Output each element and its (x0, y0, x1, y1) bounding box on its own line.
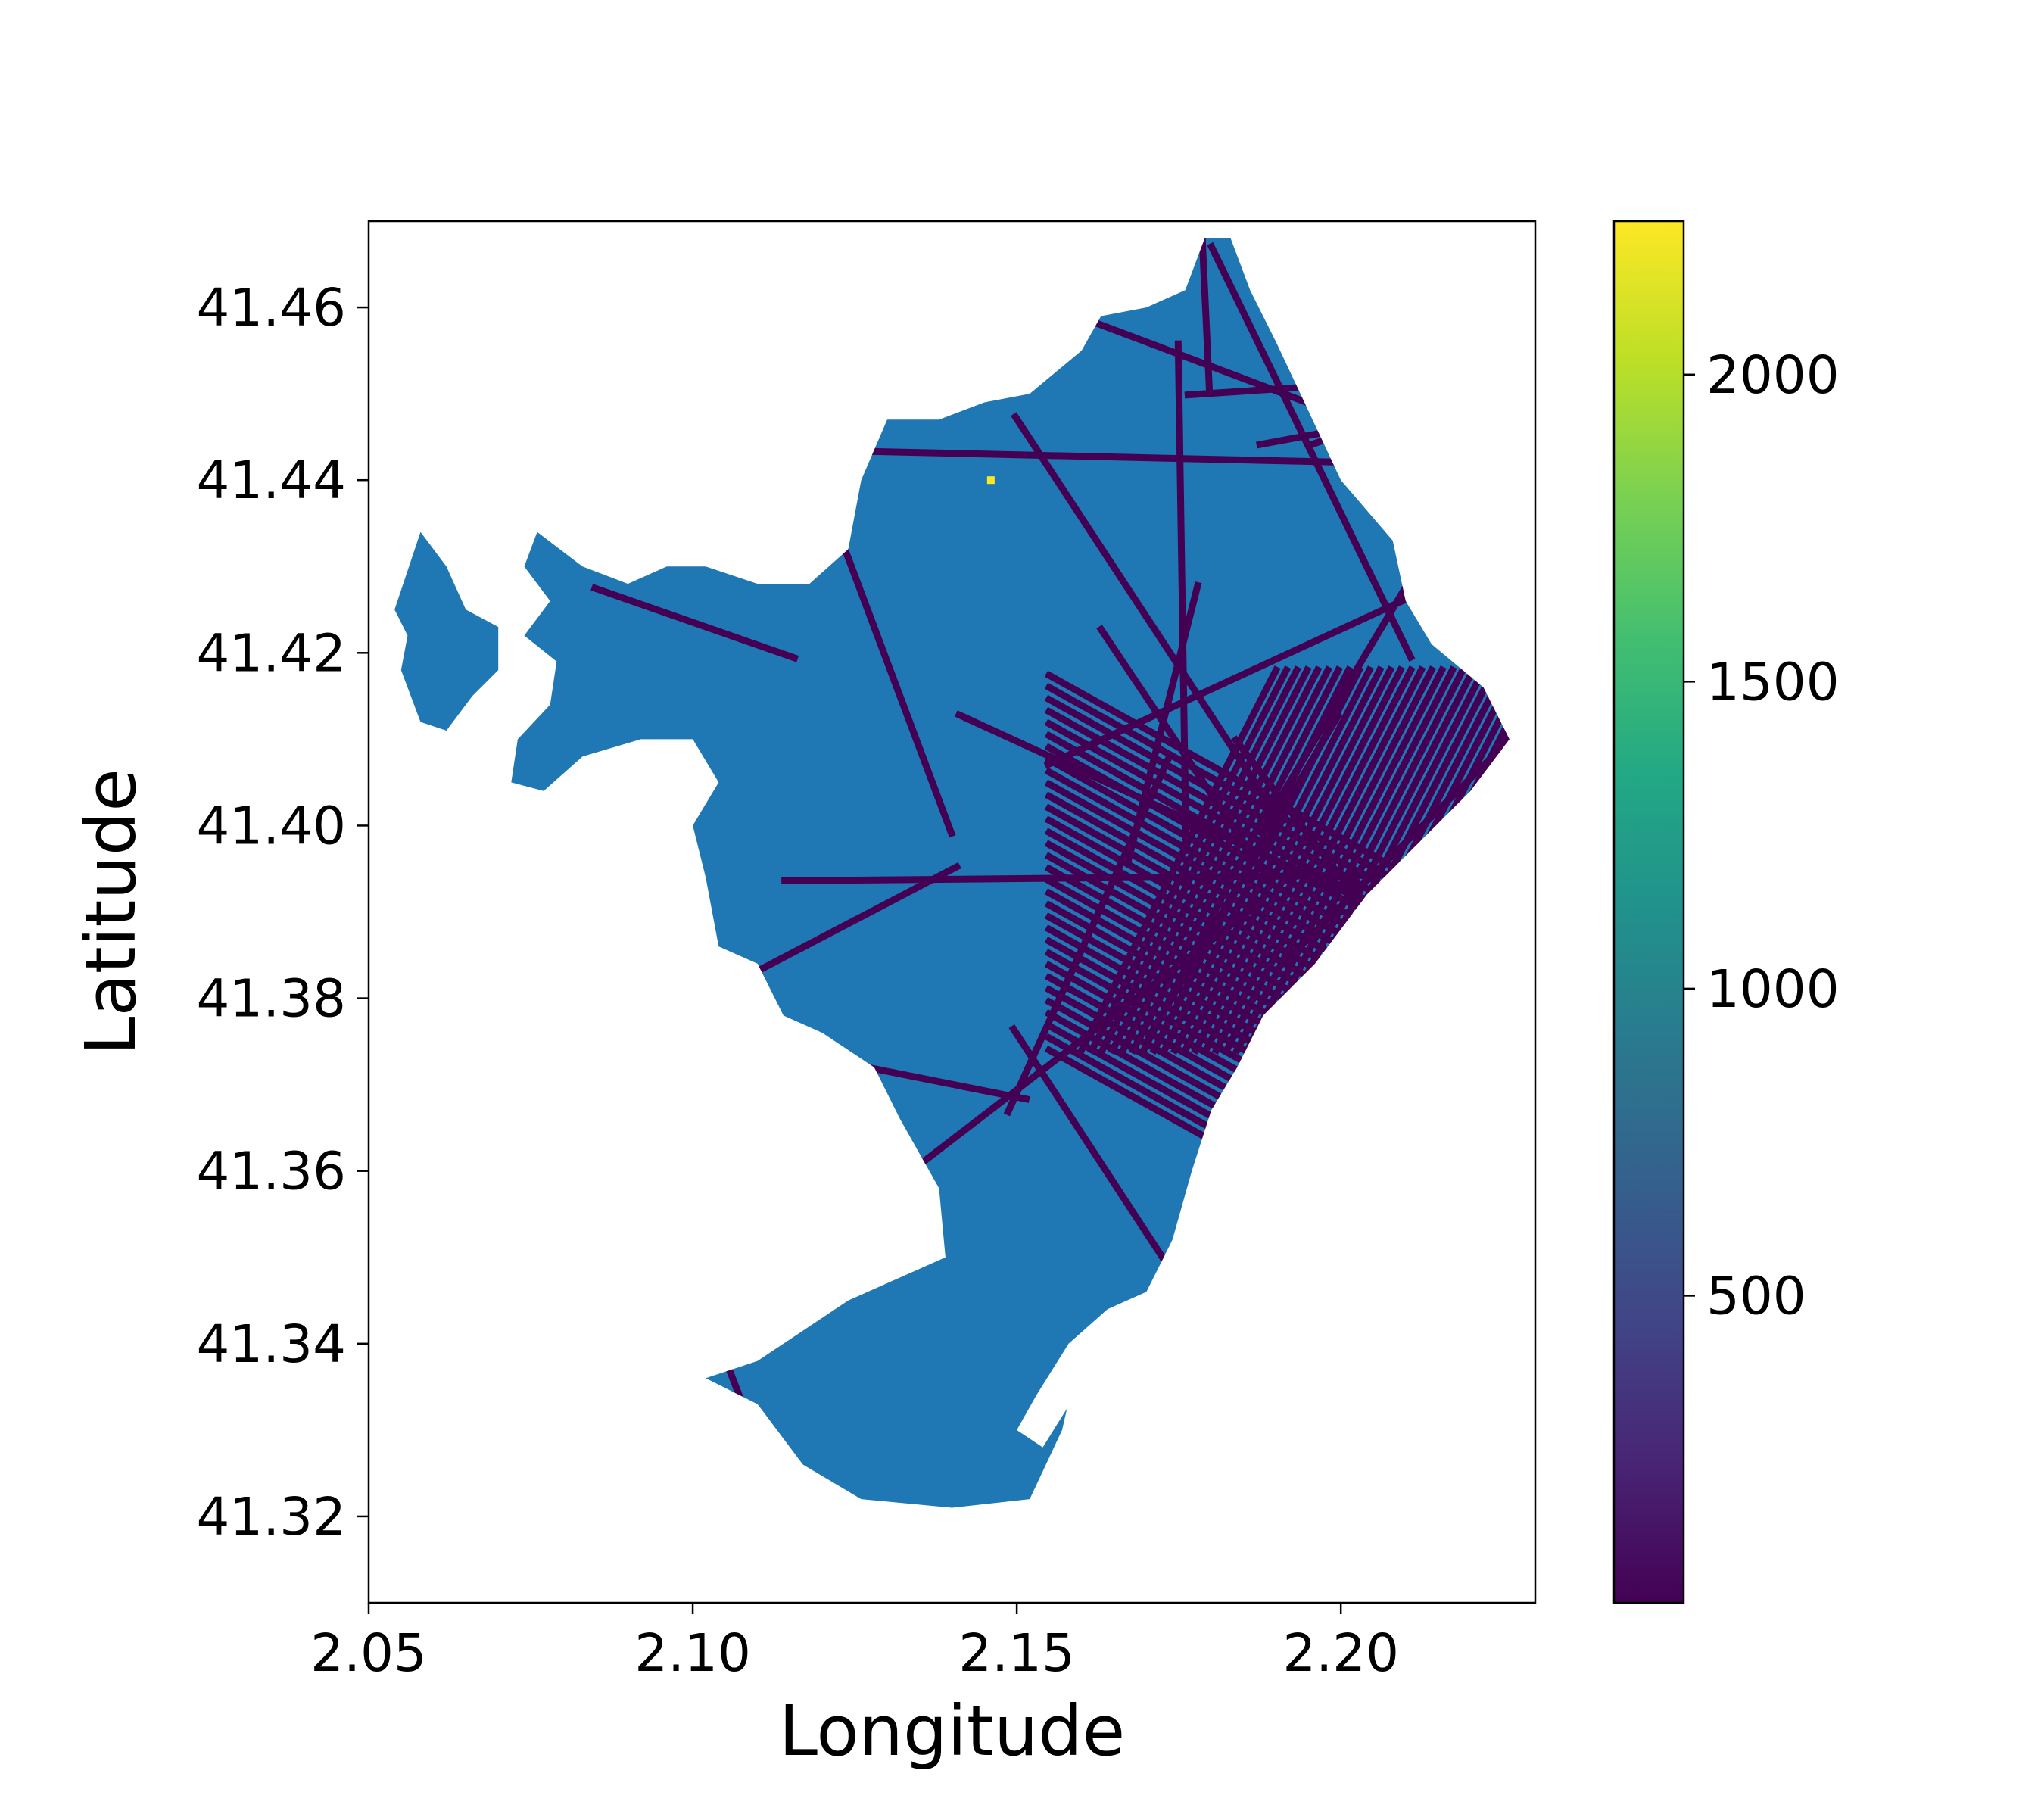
y-tick-label: 41.36 (196, 1142, 346, 1202)
region-west-patch (394, 531, 499, 731)
street-segment (732, 238, 843, 347)
street-segment (640, 1144, 756, 1433)
street-segment (1207, 242, 1416, 662)
colorbar-ticks: 500 1000 1500 2000 (1684, 345, 1840, 1326)
port-cutout (1152, 998, 1315, 1534)
y-tick-label: 41.40 (196, 796, 346, 856)
street-segment (1281, 1107, 1510, 1125)
street-segment (1357, 940, 1472, 1188)
colorbar (1612, 220, 1685, 1604)
street-segment (687, 238, 876, 401)
colorbar-tick-label: 2000 (1706, 345, 1840, 406)
y-tick-label: 41.32 (196, 1487, 346, 1547)
colorbar-tick-label: 1500 (1706, 652, 1840, 712)
y-tick-label: 41.34 (196, 1314, 346, 1375)
street-segment (1394, 1044, 1510, 1373)
street-segment (841, 547, 956, 838)
y-tick-label: 41.42 (196, 623, 346, 684)
colorbar-tick-label: 1000 (1706, 959, 1840, 1020)
street-segment (511, 238, 739, 572)
x-tick-label: 2.20 (1282, 1623, 1399, 1684)
x-axis-ticks: 2.05 2.10 2.15 2.20 (310, 1603, 1399, 1684)
colorbar-tick-label: 500 (1706, 1266, 1806, 1326)
x-tick-label: 2.05 (310, 1623, 427, 1684)
y-axis-label: Latitude (70, 768, 151, 1055)
street-segment (748, 862, 961, 978)
x-tick-label: 2.15 (958, 1623, 1075, 1684)
region-main (511, 238, 1510, 1508)
axes-frame (367, 220, 1537, 1604)
port-cutout-inner (1017, 1309, 1108, 1448)
street-segment (1397, 238, 1510, 415)
y-tick-label: 41.38 (196, 969, 346, 1030)
street-segment (590, 584, 799, 662)
street-segment (1339, 900, 1510, 1062)
street-segment (1043, 503, 1510, 769)
x-tick-label: 2.10 (634, 1623, 751, 1684)
y-tick-label: 41.46 (196, 278, 346, 338)
x-axis-label: Longitude (779, 1691, 1126, 1772)
y-tick-label: 41.44 (196, 450, 346, 511)
y-axis-ticks: 41.32 41.34 41.36 41.38 41.40 41.42 41.44 41.46 (196, 278, 369, 1547)
hotspot-cell (986, 476, 995, 485)
street-segment (1193, 238, 1214, 396)
